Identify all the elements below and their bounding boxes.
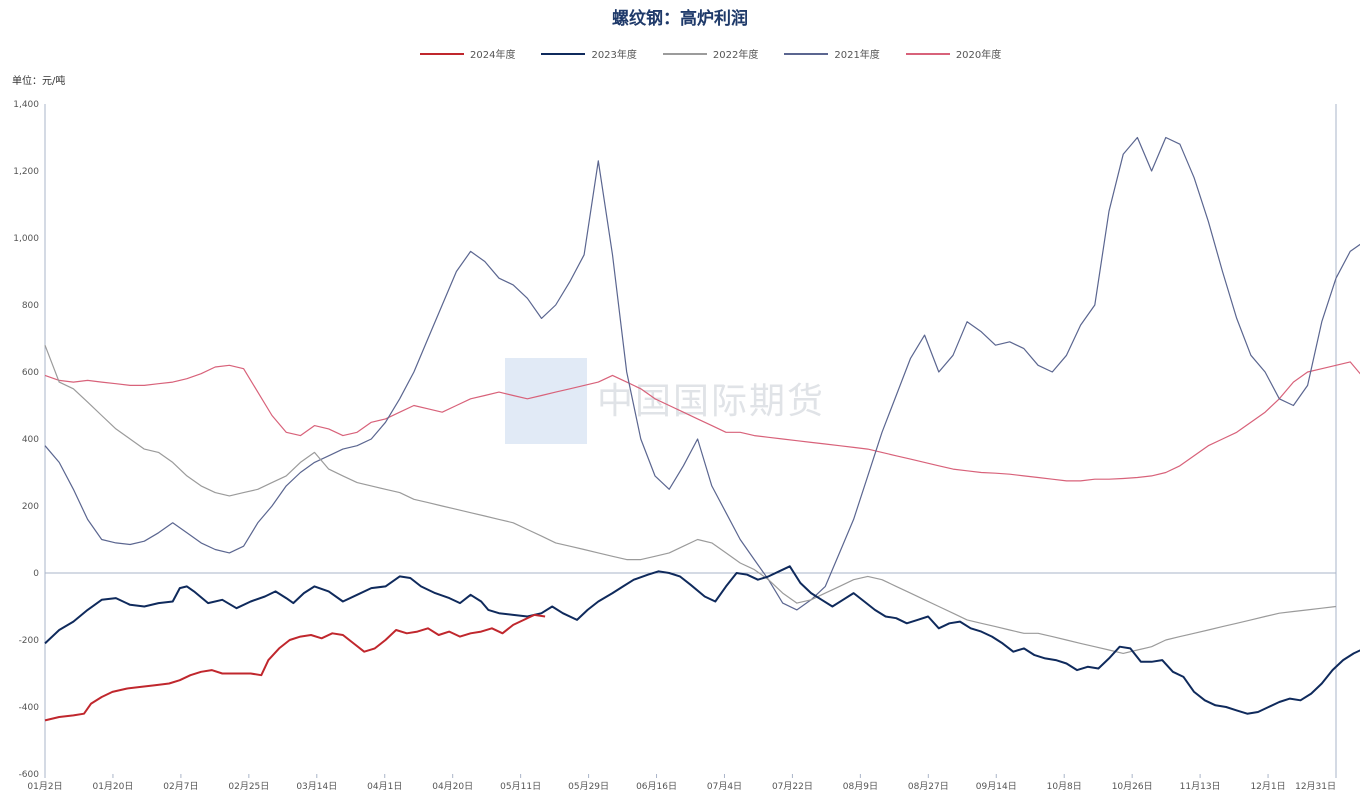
x-tick-label: 07月4日: [707, 781, 742, 792]
series-line-2021: [44, 136, 1360, 611]
x-tick-label: 11月13日: [1180, 781, 1221, 792]
y-tick-label: 1,200: [13, 167, 39, 177]
legend-swatch-2020: [905, 52, 950, 55]
legend-label-2023: 2023年度: [591, 50, 637, 61]
legend-swatch-2024: [420, 52, 464, 55]
axes-group: 1,400 1,200 1,000 800 600 400 200 0 -200 -400 -600…: [13, 100, 1337, 792]
y-tick-label: 1,400: [13, 100, 39, 110]
legend-item-2024: 2024年度: [420, 46, 515, 61]
legend-item-2022: 2022年度: [662, 46, 759, 61]
x-tick-label: 04月1日: [367, 781, 402, 792]
series-line-2022: [44, 344, 1337, 654]
x-tick-label: 03月14日: [296, 781, 337, 792]
x-tick-label: 09月14日: [976, 781, 1017, 792]
y-tick-label: -600: [19, 770, 40, 780]
legend-label-2020: 2020年度: [955, 50, 1002, 61]
legend-item-2021: 2021年度: [784, 46, 880, 61]
x-tick-label: 10月26日: [1112, 781, 1153, 792]
y-tick-label: 200: [22, 502, 39, 512]
x-tick-label: 05月29日: [568, 781, 609, 792]
legend-label-2024: 2024年度: [470, 50, 516, 61]
legend-swatch-2021: [784, 52, 829, 55]
x-tick-label: 04月20日: [432, 781, 473, 792]
legend: 2024年度 2023年度 2022年度 2021年度 2020年度: [420, 46, 1001, 61]
x-tick-label: 08月9日: [843, 781, 878, 792]
x-tick-label: 10月8日: [1047, 781, 1082, 792]
series-line-2020: [44, 361, 1360, 482]
x-tick-label: 06月16日: [636, 781, 677, 792]
y-tick-label: 1,000: [13, 234, 39, 244]
y-tick-label: -200: [19, 636, 40, 646]
series-group: [44, 136, 1360, 722]
y-tick-label: -400: [19, 703, 40, 713]
series-line-2023: [44, 565, 1360, 715]
series-line-2024: [44, 613, 546, 722]
legend-item-2023: 2023年度: [541, 46, 637, 61]
x-tick-label: 01月2日: [27, 781, 62, 792]
y-tick-label: 600: [22, 368, 39, 378]
legend-label-2022: 2022年度: [712, 50, 759, 61]
unit-label: 单位：元/吨: [12, 76, 66, 87]
x-tick-label: 05月11日: [500, 781, 541, 792]
watermark-logo: [505, 358, 587, 444]
legend-swatch-2023: [541, 52, 586, 55]
x-tick-label: 08月27日: [908, 781, 949, 792]
legend-label-2021: 2021年度: [834, 50, 880, 61]
y-tick-label: 0: [33, 569, 39, 579]
x-tick-label: 02月7日: [163, 781, 198, 792]
x-tick-label: 07月22日: [772, 781, 813, 792]
chart-title: 螺纹钢：高炉利润: [612, 9, 748, 29]
y-tick-label: 400: [22, 435, 39, 445]
x-tick-label: 02月25日: [228, 781, 269, 792]
x-tick-label: 01月20日: [92, 781, 133, 792]
watermark-text: 中国国际期货: [597, 381, 826, 422]
x-tick-label: 12月31日: [1295, 781, 1336, 792]
y-tick-label: 800: [22, 301, 39, 311]
legend-swatch-2022: [662, 52, 707, 55]
legend-item-2020: 2020年度: [905, 46, 1002, 61]
x-tick-label: 12月1日: [1250, 781, 1285, 792]
